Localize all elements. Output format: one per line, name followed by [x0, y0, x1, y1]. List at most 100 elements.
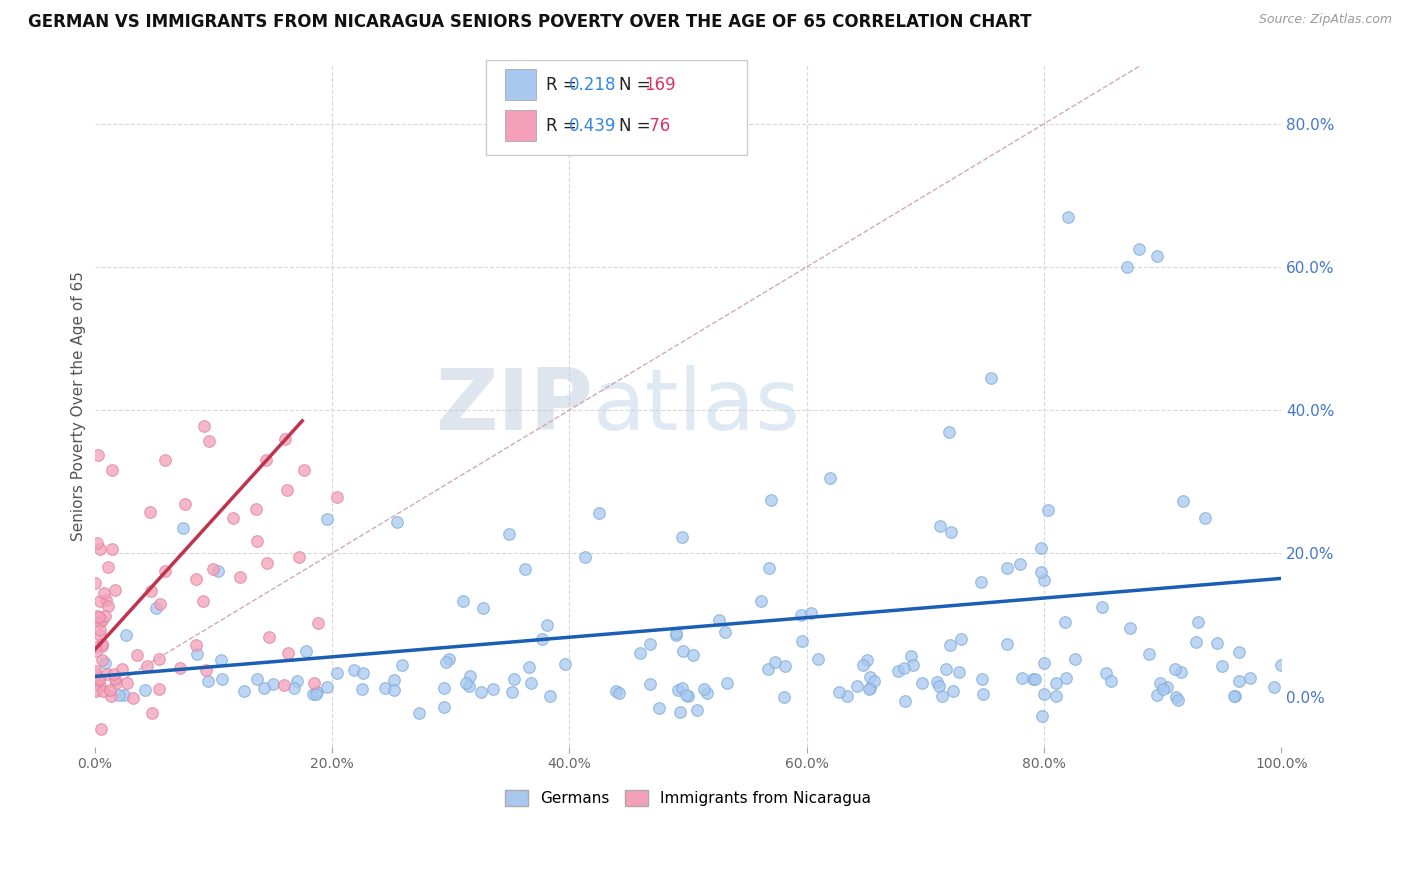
Point [498, 527, 520, 541]
Point [145, 600, 167, 615]
Point [628, 646, 651, 660]
Point [773, 690, 796, 705]
FancyBboxPatch shape [505, 110, 536, 141]
Point [1187, 615, 1209, 629]
Point [149, 598, 172, 612]
Point [1118, 621, 1140, 635]
Point [1116, 260, 1139, 274]
Point [1099, 674, 1122, 689]
Point [1263, 680, 1285, 694]
Point [1146, 688, 1168, 702]
Point [246, 533, 269, 548]
Point [83, 640, 105, 655]
Point [253, 681, 276, 695]
Point [194, 663, 217, 677]
Point [1229, 645, 1251, 659]
Point [283, 681, 305, 695]
Point [316, 681, 339, 695]
Point [1164, 690, 1187, 704]
Point [925, 674, 948, 689]
Point [307, 616, 329, 631]
Point [307, 685, 329, 699]
Point [970, 672, 993, 686]
Point [104, 582, 127, 597]
Point [605, 684, 627, 698]
Point [387, 515, 409, 529]
Point [773, 658, 796, 673]
Point [125, 648, 148, 662]
Point [316, 512, 339, 526]
Point [198, 434, 221, 449]
Point [1152, 682, 1174, 697]
Point [846, 679, 869, 693]
Point [1045, 689, 1067, 703]
Point [638, 637, 661, 651]
Point [184, 638, 207, 652]
Point [666, 683, 689, 698]
Point [1064, 651, 1087, 665]
Point [664, 625, 686, 640]
Point [852, 657, 875, 672]
Point [433, 681, 456, 696]
Point [94, 608, 117, 623]
Text: R =: R = [546, 76, 582, 94]
Point [153, 453, 176, 467]
Point [89, 679, 111, 693]
Point [1033, 656, 1056, 670]
Point [1211, 658, 1233, 673]
Point [515, 562, 537, 576]
Point [931, 689, 953, 703]
Point [382, 673, 405, 688]
Point [245, 502, 267, 516]
Point [96, 666, 118, 681]
Point [942, 684, 965, 698]
Point [692, 682, 714, 697]
Point [87, 609, 110, 624]
Point [995, 637, 1018, 651]
Point [222, 511, 245, 525]
Point [820, 471, 842, 485]
Point [648, 701, 671, 715]
Point [89, 594, 111, 608]
Point [148, 652, 170, 666]
Point [287, 549, 309, 564]
Point [100, 689, 122, 703]
Point [1270, 658, 1292, 673]
Point [758, 560, 780, 574]
Point [749, 593, 772, 607]
Point [93, 656, 115, 670]
Point [686, 703, 709, 717]
Point [638, 676, 661, 690]
Point [1185, 634, 1208, 648]
Point [856, 652, 879, 666]
Point [1031, 565, 1053, 579]
Point [470, 684, 492, 698]
Point [172, 521, 194, 535]
Point [87, 448, 110, 462]
Point [1054, 671, 1077, 685]
Point [538, 689, 561, 703]
Point [1225, 689, 1247, 703]
Point [501, 685, 523, 699]
Point [1056, 210, 1078, 224]
Point [1194, 511, 1216, 525]
Point [1031, 708, 1053, 723]
Point [759, 492, 782, 507]
Point [97, 599, 120, 614]
Point [90, 653, 112, 667]
Point [326, 490, 349, 504]
Point [108, 689, 131, 703]
Point [900, 648, 922, 663]
Point [696, 685, 718, 699]
Point [97, 560, 120, 574]
Point [471, 600, 494, 615]
Text: ZIP: ZIP [436, 365, 593, 448]
Point [91, 640, 114, 654]
Point [1032, 688, 1054, 702]
Point [714, 625, 737, 640]
Point [1038, 503, 1060, 517]
Point [792, 634, 814, 648]
Point [1156, 680, 1178, 694]
Point [790, 608, 813, 623]
Point [89, 627, 111, 641]
